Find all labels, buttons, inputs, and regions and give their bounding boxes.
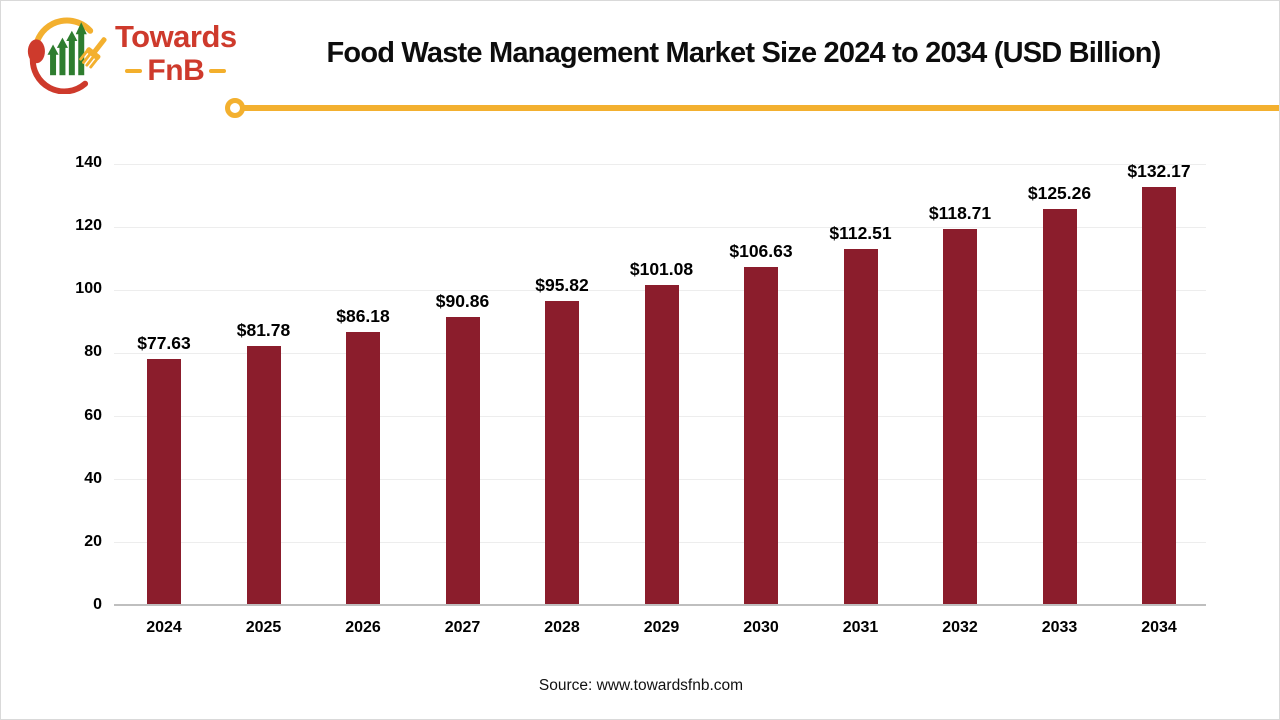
bar-value-2034: $132.17 [1127, 160, 1191, 181]
y-axis-label-100: 100 [75, 280, 102, 298]
bar-2024 [147, 358, 181, 604]
x-axis-label-2027: 2027 [444, 619, 481, 636]
brand-name-top: Towards [115, 18, 237, 54]
x-axis-label-2029: 2029 [643, 619, 680, 636]
bar-2033 [1042, 208, 1077, 604]
bar-2029 [644, 284, 679, 604]
bar-value-2028: $95.82 [535, 275, 589, 296]
bar-value-2031: $112.51 [829, 222, 892, 243]
bar-2032 [943, 229, 977, 604]
bar-2030 [744, 267, 778, 604]
bar-value-2032: $118.71 [928, 203, 992, 224]
x-axis-label-2030: 2030 [743, 619, 779, 636]
x-axis-label-2033: 2033 [1041, 619, 1078, 636]
x-axis-label-2032: 2032 [942, 619, 978, 636]
page-title: Food Waste Management Market Size 2024 t… [326, 37, 1161, 69]
gridline-140 [114, 163, 1206, 165]
bar-2031 [843, 248, 878, 604]
bar-value-2025: $81.78 [236, 319, 291, 340]
divider-ring-icon [225, 98, 245, 118]
bar-2026 [346, 331, 380, 604]
bar-2027 [445, 317, 480, 604]
y-axis-label-0: 0 [93, 596, 102, 613]
y-axis-label-140: 140 [75, 154, 102, 171]
x-axis-label-2031: 2031 [842, 619, 879, 636]
bar-chart: 0 20 40 60 80 100 120 140 $77.63 2024 $81.78 2025 $8… [75, 154, 1206, 636]
x-axis-label-2024: 2024 [146, 619, 182, 636]
divider-line [243, 105, 1279, 111]
y-axis-label-20: 20 [84, 532, 102, 550]
x-axis-label-2034: 2034 [1141, 619, 1177, 636]
bar-2025 [246, 345, 281, 604]
brand-dash-right [209, 68, 227, 73]
bar-value-2033: $125.26 [1027, 182, 1092, 203]
bar-value-2027: $90.86 [435, 291, 490, 312]
x-axis-label-2025: 2025 [245, 619, 282, 636]
x-axis-label-2026: 2026 [345, 619, 381, 636]
x-axis-label-2028: 2028 [544, 619, 580, 636]
bar-2028 [545, 301, 579, 604]
y-axis-label-40: 40 [84, 469, 102, 487]
bar-value-2029: $101.08 [629, 258, 694, 279]
source-text: Source: www.towardsfnb.com [538, 677, 744, 694]
gridline-120 [114, 226, 1206, 228]
bar-value-2030: $106.63 [729, 241, 793, 262]
brand-logo: Towards FnB [25, 11, 237, 95]
brand-name-bottom: FnB [147, 53, 205, 87]
bar-value-2026: $86.18 [336, 305, 390, 326]
brand-dash-left [125, 68, 143, 73]
y-axis-label-60: 60 [84, 406, 102, 424]
bar-value-2024: $77.63 [137, 332, 191, 353]
y-axis-label-120: 120 [75, 217, 102, 235]
bar-2034 [1142, 186, 1176, 604]
y-axis-label-80: 80 [84, 343, 102, 361]
towards-fnb-logo-icon [27, 17, 107, 94]
brand-wordmark: Towards FnB [115, 21, 237, 86]
